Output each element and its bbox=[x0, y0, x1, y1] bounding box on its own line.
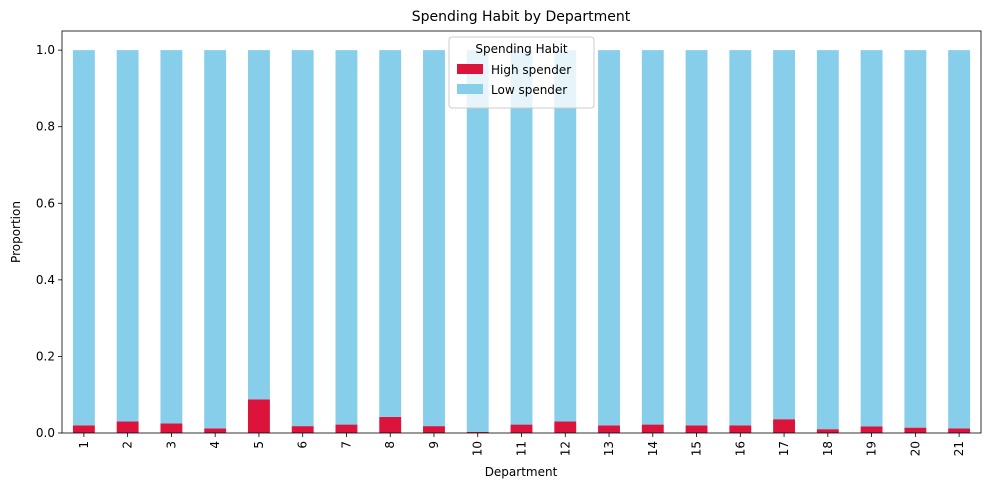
x-tick-label: 12 bbox=[558, 441, 572, 456]
y-axis-label: Proportion bbox=[9, 201, 23, 263]
legend-box bbox=[448, 36, 595, 109]
bar-low-spender-dept-3 bbox=[160, 50, 183, 424]
bar-high-spender-dept-15 bbox=[685, 425, 708, 433]
x-tick-label: 16 bbox=[733, 441, 747, 456]
y-tick-label: 0.0 bbox=[36, 426, 55, 440]
legend-label-high-spender: High spender bbox=[491, 63, 571, 77]
y-tick-label: 0.8 bbox=[36, 120, 55, 134]
x-tick-label: 18 bbox=[821, 441, 835, 456]
x-tick-label: 13 bbox=[602, 441, 616, 456]
bar-low-spender-dept-20 bbox=[904, 50, 927, 428]
bar-low-spender-dept-18 bbox=[816, 50, 839, 430]
bar-high-spender-dept-16 bbox=[729, 425, 752, 433]
bar-high-spender-dept-3 bbox=[160, 423, 183, 433]
bar-low-spender-dept-2 bbox=[116, 50, 139, 422]
x-axis: 1 2 3 4 5 6 7 8 9 10 11 12 13 14 15 16 17 18 19 20 21 bbox=[77, 433, 966, 456]
bar-high-spender-dept-21 bbox=[948, 428, 971, 433]
x-axis-label: Department bbox=[485, 465, 558, 479]
bar-low-spender-dept-11 bbox=[510, 50, 533, 425]
bar-high-spender-dept-6 bbox=[291, 426, 314, 433]
x-tick-label: 7 bbox=[339, 441, 353, 449]
bar-high-spender-dept-20 bbox=[904, 427, 927, 433]
bar-high-spender-dept-1 bbox=[72, 425, 95, 433]
x-tick-label: 11 bbox=[515, 441, 529, 456]
x-tick-label: 6 bbox=[296, 441, 310, 449]
bar-low-spender-dept-12 bbox=[554, 50, 577, 422]
bar-low-spender-dept-5 bbox=[247, 50, 270, 400]
bars bbox=[72, 50, 971, 433]
x-tick-label: 4 bbox=[208, 441, 222, 449]
bar-high-spender-dept-19 bbox=[860, 426, 883, 433]
x-tick-label: 17 bbox=[777, 441, 791, 456]
bar-low-spender-dept-13 bbox=[598, 50, 620, 426]
bar-low-spender-dept-15 bbox=[685, 50, 708, 426]
bar-high-spender-dept-2 bbox=[116, 421, 139, 433]
y-axis: 0.0 0.2 0.4 0.6 0.8 1.0 bbox=[36, 43, 62, 440]
x-tick-label: 2 bbox=[121, 441, 135, 449]
chart-title: Spending Habit by Department bbox=[412, 9, 631, 25]
x-tick-label: 10 bbox=[471, 441, 485, 456]
bar-high-spender-dept-5 bbox=[247, 399, 270, 433]
x-tick-label: 3 bbox=[164, 441, 178, 449]
bar-high-spender-dept-18 bbox=[816, 429, 839, 433]
bar-low-spender-dept-6 bbox=[291, 50, 314, 427]
bar-high-spender-dept-14 bbox=[641, 424, 664, 433]
bar-high-spender-dept-9 bbox=[423, 426, 445, 433]
bar-high-spender-dept-12 bbox=[554, 421, 577, 433]
bar-low-spender-dept-7 bbox=[335, 50, 358, 425]
bar-low-spender-dept-14 bbox=[641, 50, 664, 425]
y-tick-label: 1.0 bbox=[36, 43, 55, 57]
plot-frame bbox=[61, 30, 982, 434]
bar-high-spender-dept-13 bbox=[598, 425, 620, 433]
bar-high-spender-dept-11 bbox=[510, 424, 533, 433]
legend-label-low-spender: Low spender bbox=[491, 83, 567, 97]
bar-high-spender-dept-8 bbox=[379, 416, 402, 433]
bar-low-spender-dept-8 bbox=[379, 50, 402, 417]
bar-high-spender-dept-17 bbox=[773, 419, 796, 433]
x-tick-label: 8 bbox=[383, 441, 397, 449]
bar-low-spender-dept-9 bbox=[423, 50, 445, 427]
x-tick-label: 14 bbox=[646, 441, 660, 456]
x-tick-label: 19 bbox=[865, 441, 879, 456]
y-tick-label: 0.4 bbox=[36, 273, 55, 287]
x-tick-label: 9 bbox=[427, 441, 441, 449]
bar-high-spender-dept-4 bbox=[204, 428, 227, 433]
y-tick-label: 0.6 bbox=[36, 196, 55, 210]
bar-low-spender-dept-17 bbox=[773, 50, 796, 420]
bar-high-spender-dept-7 bbox=[335, 424, 358, 433]
bar-low-spender-dept-21 bbox=[948, 50, 971, 429]
bar-low-spender-dept-16 bbox=[729, 50, 752, 426]
y-tick-label: 0.2 bbox=[36, 349, 55, 363]
legend-swatch-high-spender bbox=[457, 64, 483, 74]
bar-low-spender-dept-19 bbox=[860, 50, 883, 427]
x-tick-label: 5 bbox=[252, 441, 266, 449]
bar-low-spender-dept-4 bbox=[204, 50, 227, 429]
x-tick-label: 15 bbox=[690, 441, 704, 456]
legend-title: Spending Habit bbox=[475, 42, 568, 56]
x-tick-label: 20 bbox=[908, 441, 922, 456]
bar-high-spender-dept-10 bbox=[466, 431, 489, 433]
bar-low-spender-dept-1 bbox=[72, 50, 95, 426]
legend-swatch-low-spender bbox=[457, 84, 483, 94]
x-tick-label: 21 bbox=[952, 441, 966, 456]
x-tick-label: 1 bbox=[77, 441, 91, 449]
bar-low-spender-dept-10 bbox=[466, 50, 489, 432]
legend: Spending Habit High spender Low spender bbox=[448, 36, 595, 109]
